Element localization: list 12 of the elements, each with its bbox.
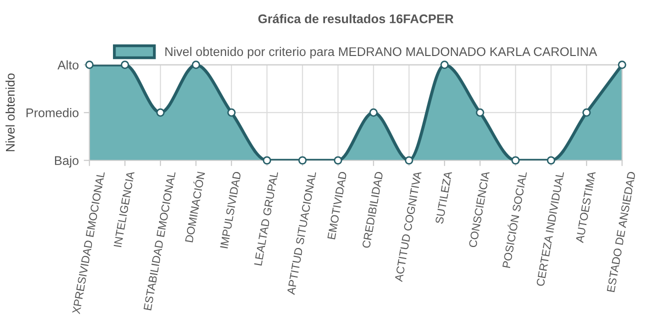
x-tick-label: ESTADO DE ANSIEDAD (606, 171, 636, 292)
legend-label: Nivel obtenido por criterio para MEDRANO MALDONADO KARLA CAROLINA (165, 46, 598, 59)
category-label: Bajo (55, 156, 78, 168)
y-axis-title: Nivel obtenido (6, 74, 15, 152)
category-label: Promedio (26, 108, 78, 118)
category-label: Alto (57, 60, 78, 70)
x-tick-label: CERTEZA INDIVIDUAL (536, 171, 564, 286)
x-tick-label: SUTILEZA (435, 170, 452, 224)
chart-title: Gráfica de resultados 16FACPER (258, 14, 454, 24)
x-tick-label: ACTITUD COGNITIVA (394, 170, 422, 282)
x-tick-label: POSICIÓN SOCIAL (500, 170, 527, 268)
x-tick-label: LEALTAD GRUPAL (254, 171, 278, 266)
